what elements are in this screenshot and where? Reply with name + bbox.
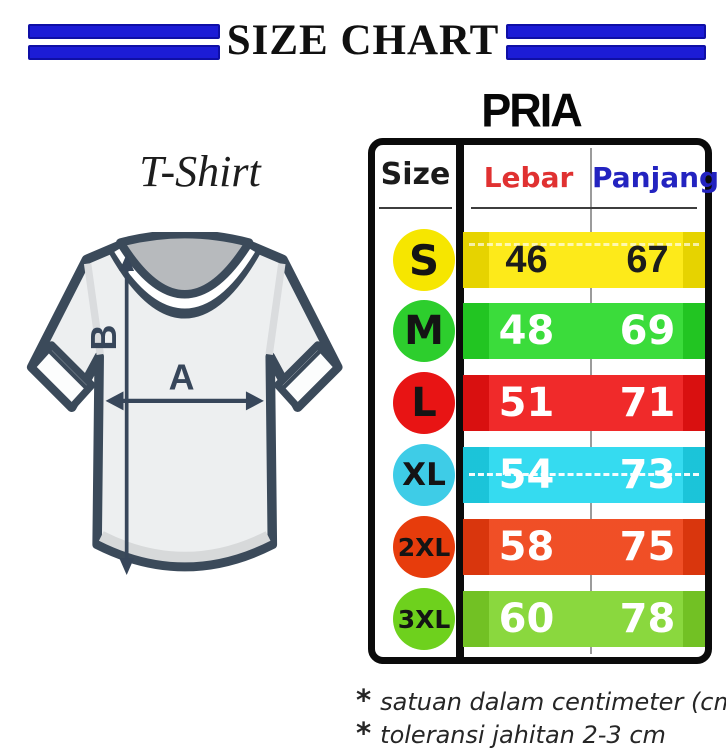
asterisk: * xyxy=(356,716,372,750)
size-chart-infographic: { "header": { "title": "SIZE CHART", "ca… xyxy=(26,17,726,750)
table-row-2xl: 58 75 xyxy=(463,519,705,575)
lebar-value: 58 xyxy=(498,524,555,570)
header-stripe-left-top xyxy=(28,24,220,39)
length-label: B xyxy=(84,325,124,351)
header-stripe-left-bottom xyxy=(28,45,220,60)
column-header-panjang: Panjang xyxy=(592,161,720,194)
left-cuff xyxy=(27,341,96,411)
size-badge-l: L xyxy=(393,372,455,434)
width-arrowhead-right xyxy=(245,391,264,411)
header-stripe-right-top xyxy=(506,24,706,39)
panjang-value: 78 xyxy=(619,596,676,642)
width-arrowhead-left xyxy=(105,391,124,411)
length-arrowhead-bottom xyxy=(119,558,135,576)
column-header-lebar: Lebar xyxy=(483,161,574,194)
right-cuff-stripe xyxy=(280,347,324,391)
collar-rib-band xyxy=(114,245,256,309)
footnote-units-text: satuan dalam centimeter (cm) xyxy=(380,688,726,716)
size-badge-m: M xyxy=(393,300,455,362)
length-arrowhead-top xyxy=(119,254,135,272)
right-cuff xyxy=(273,341,342,411)
column-header-size: Size xyxy=(380,157,451,192)
panjang-value: 69 xyxy=(619,308,676,354)
table-row-m: 48 69 xyxy=(463,303,705,359)
size-badge-3xl: 3XL xyxy=(393,588,455,650)
lebar-value: 46 xyxy=(505,239,548,281)
footnote-tolerance-text: toleransi jahitan 2-3 cm xyxy=(380,721,666,749)
band-dashed-line xyxy=(469,243,699,246)
size-badge-2xl: 2XL xyxy=(393,516,455,578)
lebar-value: 51 xyxy=(498,380,555,426)
panjang-value: 71 xyxy=(619,380,676,426)
footnote-units: * satuan dalam centimeter (cm) xyxy=(356,683,726,717)
left-cuff-stripe xyxy=(46,347,90,391)
table-row-l: 51 71 xyxy=(463,375,705,431)
band-dashed-line xyxy=(469,473,699,476)
lebar-value: 54 xyxy=(498,452,555,498)
table-row-3xl: 60 78 xyxy=(463,591,705,647)
table-row-xl: 54 73 xyxy=(463,447,705,503)
size-badge-s: S xyxy=(393,229,455,291)
panjang-value: 75 xyxy=(619,524,676,570)
left-seam-shading xyxy=(83,263,104,355)
tshirt-diagram: A B xyxy=(26,232,343,576)
size-table: Size Lebar Panjang S 46 67 M 48 69 L 51 … xyxy=(368,138,720,664)
table-row-s: 46 67 xyxy=(463,232,705,288)
size-header-underline xyxy=(379,207,452,209)
size-badge-xl: XL xyxy=(393,444,455,506)
collar-opening xyxy=(116,232,254,299)
lebar-value: 60 xyxy=(498,596,555,642)
width-label: A xyxy=(169,357,195,397)
header-stripe-right-bottom xyxy=(506,45,706,60)
asterisk: * xyxy=(356,683,372,717)
panjang-value: 67 xyxy=(626,239,669,281)
right-seam-shading xyxy=(265,263,286,355)
table-divider xyxy=(456,138,464,664)
values-header-underline xyxy=(471,207,697,209)
panjang-value: 73 xyxy=(619,452,676,498)
lebar-value: 48 xyxy=(498,308,555,354)
footnote-tolerance: * toleransi jahitan 2-3 cm xyxy=(356,716,722,750)
page-title: SIZE CHART xyxy=(226,17,500,64)
hem-shading xyxy=(98,531,271,563)
category-label: PRIA xyxy=(481,83,583,138)
illustration-title: T-Shirt xyxy=(139,147,261,196)
